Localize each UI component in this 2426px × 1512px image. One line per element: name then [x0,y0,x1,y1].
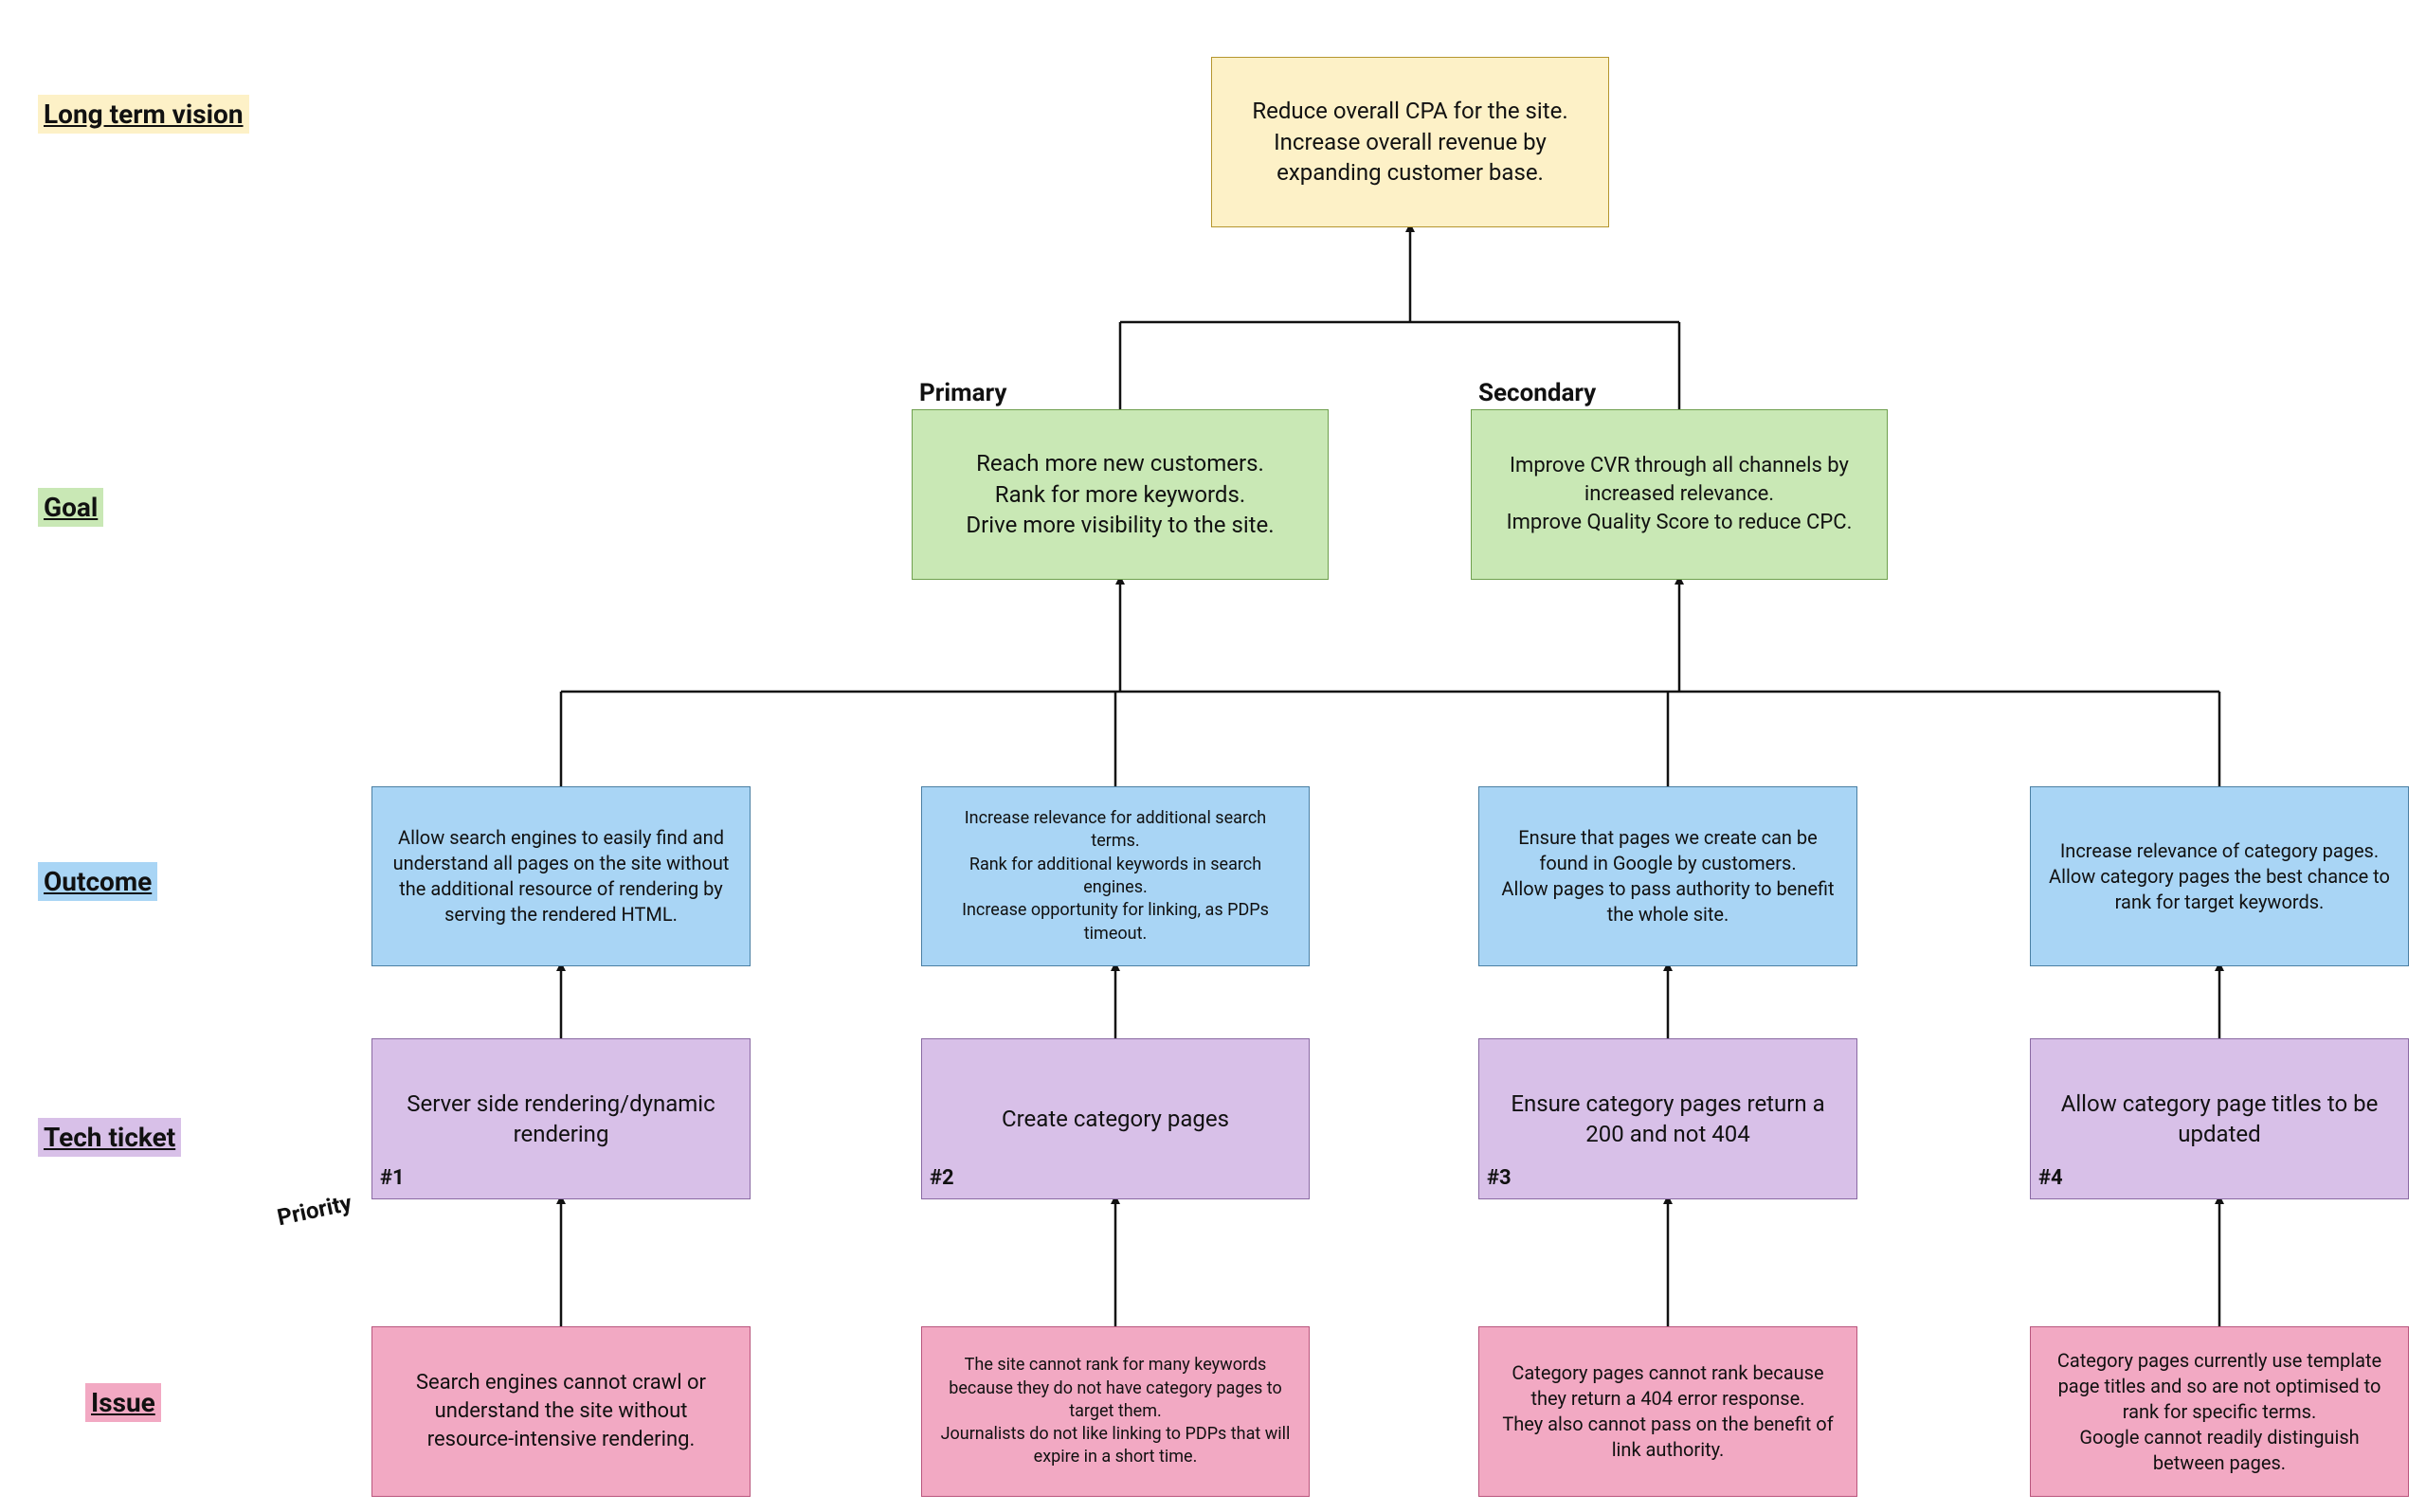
node-ticket_2: Create category pages #2 [921,1038,1310,1199]
priority-caption: Priority [275,1189,354,1231]
node-issue_2: The site cannot rank for many keywords b… [921,1326,1310,1497]
node-issue_3: Category pages cannot rank because they … [1478,1326,1857,1497]
row-label-outcome: Outcome [38,862,157,901]
row-label-issue: Issue [85,1383,161,1422]
node-goal_primary-text: Reach more new customers. Rank for more … [966,448,1274,540]
node-ticket_4-text: Allow category page titles to be updated [2048,1089,2391,1150]
node-vision-text: Reduce overall CPA for the site. Increas… [1229,96,1591,188]
node-outcome_1: Allow search engines to easily find and … [371,786,751,966]
node-ticket_1: Server side rendering/dynamic rendering #… [371,1038,751,1199]
node-outcome_4: Increase relevance of category pages. Al… [2030,786,2409,966]
row-label-goal: Goal [38,488,103,527]
diagram-canvas: Reduce overall CPA for the site. Increas… [0,0,2426,1512]
node-ticket_4-priority: #4 [2038,1164,2063,1193]
node-ticket_2-priority: #2 [930,1164,954,1193]
node-issue_1: Search engines cannot crawl or understan… [371,1326,751,1497]
goal-header-primary: Primary [919,379,1006,407]
node-ticket_3-text: Ensure category pages return a 200 and n… [1496,1089,1839,1150]
node-ticket_1-text: Server side rendering/dynamic rendering [389,1089,733,1150]
node-outcome_3-text: Ensure that pages we create can be found… [1496,825,1839,927]
row-label-vision: Long term vision [38,95,249,134]
node-ticket_2-text: Create category pages [1002,1104,1229,1134]
node-ticket_3-priority: #3 [1487,1164,1512,1193]
node-outcome_3: Ensure that pages we create can be found… [1478,786,1857,966]
node-outcome_2-text: Increase relevance for additional search… [939,807,1292,945]
row-label-ticket: Tech ticket [38,1118,181,1157]
node-goal_primary: Reach more new customers. Rank for more … [912,409,1329,580]
node-outcome_2: Increase relevance for additional search… [921,786,1310,966]
node-ticket_4: Allow category page titles to be updated… [2030,1038,2409,1199]
node-issue_2-text: The site cannot rank for many keywords b… [939,1354,1292,1468]
node-outcome_1-text: Allow search engines to easily find and … [389,825,733,927]
node-issue_3-text: Category pages cannot rank because they … [1496,1360,1839,1463]
node-outcome_4-text: Increase relevance of category pages. Al… [2048,838,2391,915]
goal-header-secondary: Secondary [1478,379,1596,407]
node-issue_4: Category pages currently use template pa… [2030,1326,2409,1497]
node-goal_secondary-text: Improve CVR through all channels by incr… [1489,452,1870,536]
node-ticket_3: Ensure category pages return a 200 and n… [1478,1038,1857,1199]
node-goal_secondary: Improve CVR through all channels by incr… [1471,409,1888,580]
node-vision: Reduce overall CPA for the site. Increas… [1211,57,1609,227]
node-ticket_1-priority: #1 [380,1164,405,1193]
node-issue_1-text: Search engines cannot crawl or understan… [389,1369,733,1453]
node-issue_4-text: Category pages currently use template pa… [2048,1348,2391,1476]
